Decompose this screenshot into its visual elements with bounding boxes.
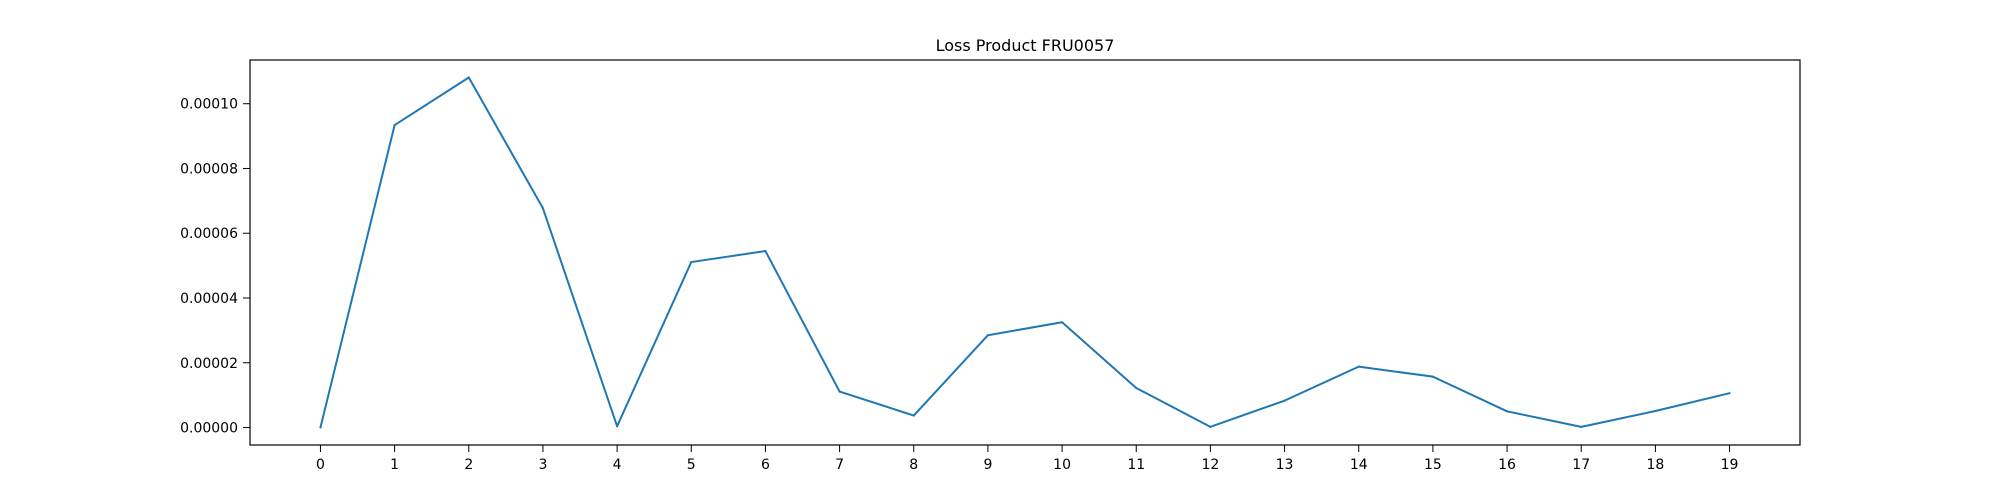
y-tick-label: 0.00002 [180, 356, 238, 372]
data-point [1135, 387, 1138, 390]
x-tick-label: 11 [1127, 457, 1145, 473]
data-point [467, 76, 470, 79]
x-tick-label: 18 [1646, 457, 1664, 473]
data-point [319, 426, 322, 429]
line-segment [764, 250, 841, 393]
line-segment [690, 250, 767, 264]
y-tick-label: 0.00004 [180, 291, 238, 307]
x-tick-label: 16 [1498, 457, 1516, 473]
line-segment [1135, 387, 1212, 428]
data-point [1061, 321, 1064, 324]
line-segment [1283, 365, 1360, 402]
data-point [1431, 375, 1434, 378]
x-tick-label: 14 [1350, 457, 1368, 473]
line-segment [838, 390, 915, 417]
x-tick-label: 13 [1276, 457, 1294, 473]
line-segment [541, 207, 619, 428]
line-segment [986, 321, 1064, 337]
line-segment [1506, 410, 1583, 428]
x-tick-label: 4 [613, 457, 622, 473]
y-axis: 0.00000 0.00002 0.00004 0.00006 0.00008 0.000… [180, 97, 250, 437]
data-point [1357, 365, 1360, 368]
series-layer [319, 76, 1731, 429]
data-point [1506, 410, 1509, 413]
x-tick-label: 3 [538, 457, 547, 473]
x-axis: 0 1 2 3 4 5 6 7 8 9 10 11 12 13 14 15 16 17 18 19 [316, 445, 1738, 473]
x-tick-label: 0 [316, 457, 325, 473]
data-point [764, 250, 767, 253]
data-point [541, 207, 544, 210]
line-segment [1357, 365, 1434, 378]
data-point [690, 261, 693, 264]
x-tick-label: 1 [390, 457, 399, 473]
line-segment [1580, 410, 1657, 428]
x-tick-label: 17 [1572, 457, 1590, 473]
x-tick-label: 12 [1201, 457, 1219, 473]
x-tick-label: 15 [1424, 457, 1442, 473]
data-point [1580, 425, 1583, 428]
line-segment [1061, 321, 1138, 390]
line-segment [467, 76, 544, 210]
x-tick-label: 9 [983, 457, 992, 473]
x-tick-label: 2 [464, 457, 473, 473]
y-tick-label: 0.00008 [180, 161, 238, 177]
line-segment [1431, 375, 1509, 413]
plot-frame [249, 59, 1801, 446]
x-tick-label: 8 [909, 457, 918, 473]
line-segment [319, 124, 396, 429]
data-point [616, 425, 619, 428]
plot-area: 0 1 2 3 4 5 6 7 8 9 10 11 12 13 14 15 16 17 18 19 0.000000.… [180, 59, 1801, 473]
data-point [1209, 425, 1212, 428]
line-segment [1209, 399, 1286, 428]
x-tick-label: 6 [761, 457, 770, 473]
y-tick-label: 0.00010 [180, 97, 238, 113]
x-tick-label: 19 [1721, 457, 1739, 473]
data-point [838, 390, 841, 393]
data-point [393, 124, 396, 127]
chart-title: Loss Product FRU0057 [936, 36, 1115, 55]
line-segment [1654, 392, 1731, 413]
y-tick-label: 0.00000 [180, 421, 238, 437]
data-point [1728, 392, 1731, 395]
line-segment [393, 76, 470, 127]
line-segment [616, 261, 693, 428]
x-tick-label: 7 [835, 457, 844, 473]
x-tick-label: 10 [1053, 457, 1071, 473]
line-segment [912, 334, 989, 417]
line-series [319, 76, 1731, 429]
data-point [1283, 399, 1286, 402]
y-tick-label: 0.00006 [180, 226, 238, 242]
data-point [912, 414, 915, 417]
data-point [1654, 410, 1657, 413]
x-tick-label: 5 [687, 457, 696, 473]
data-point [986, 334, 989, 337]
